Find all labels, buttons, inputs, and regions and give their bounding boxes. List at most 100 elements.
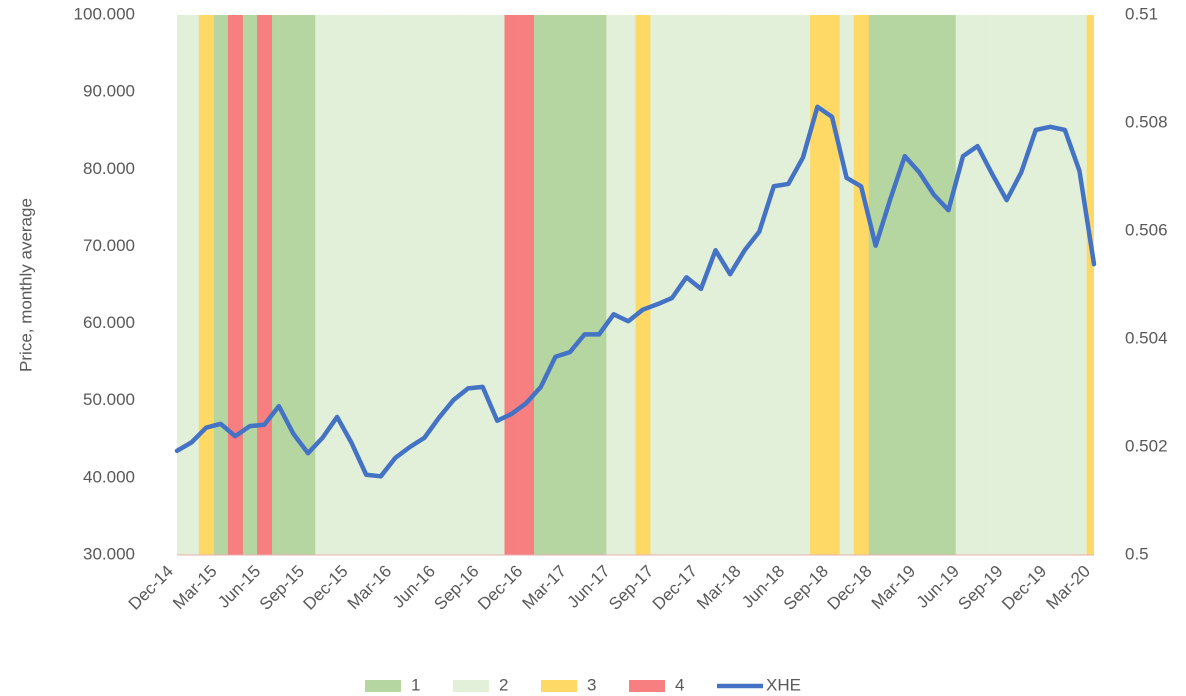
band-bar (504, 15, 520, 555)
band-bar (853, 15, 869, 555)
y-tick-label: 100.000 (74, 4, 135, 23)
band-bar (227, 15, 243, 555)
band-bar (315, 15, 331, 555)
legend-swatch (629, 680, 665, 692)
band-bar (489, 15, 505, 555)
band-bar (242, 15, 258, 555)
x-tick-label: Jun-16 (389, 562, 439, 612)
y2-tick-label: 0.504 (1125, 328, 1168, 347)
y-tick-label: 60.000 (83, 313, 135, 332)
legend-label: XHE (766, 675, 801, 694)
x-tick-label: Mar-18 (693, 562, 745, 614)
x-tick-label: Jun-18 (738, 562, 788, 612)
band-bar (708, 15, 724, 555)
x-tick-label: Sep-15 (256, 562, 308, 614)
band-bar (388, 15, 404, 555)
band-bar (577, 15, 593, 555)
legend-swatch (365, 680, 401, 692)
band-bar (635, 15, 651, 555)
y-tick-label: 50.000 (83, 390, 135, 409)
band-bar (286, 15, 302, 555)
band-bar (446, 15, 462, 555)
y-tick-label: 30.000 (83, 544, 135, 563)
band-bar (868, 15, 884, 555)
band-bar (562, 15, 578, 555)
band-bar (751, 15, 767, 555)
band-bar (1013, 15, 1029, 555)
band-bar (679, 15, 695, 555)
band-bar (591, 15, 607, 555)
legend-label: 2 (499, 675, 508, 694)
band-bar (1043, 15, 1059, 555)
y2-tick-label: 0.5 (1125, 544, 1149, 563)
x-tick-label: Mar-20 (1042, 562, 1094, 614)
band-bar (475, 15, 491, 555)
x-tick-label: Mar-15 (169, 562, 221, 614)
legend-swatch (453, 680, 489, 692)
band-bar (344, 15, 360, 555)
band-bar (664, 15, 680, 555)
band-bar (722, 15, 738, 555)
x-tick-label: Dec-18 (823, 562, 875, 614)
y2-tick-label: 0.502 (1125, 436, 1168, 455)
band-bar (882, 15, 898, 555)
y-tick-label: 90.000 (83, 82, 135, 101)
band-bar (519, 15, 535, 555)
band-bar (417, 15, 433, 555)
y2-tick-label: 0.51 (1125, 4, 1158, 23)
x-tick-label: Dec-17 (649, 562, 701, 614)
band-bar (358, 15, 374, 555)
band-bar (810, 15, 826, 555)
band-bar (737, 15, 753, 555)
legend-swatch (541, 680, 577, 692)
band-bar (970, 15, 986, 555)
band-bar (999, 15, 1015, 555)
y2-tick-label: 0.506 (1125, 220, 1168, 239)
x-tick-label: Mar-19 (868, 562, 920, 614)
y2-tick-label: 0.508 (1125, 112, 1168, 131)
band-bar (824, 15, 840, 555)
y-tick-label: 80.000 (83, 159, 135, 178)
band-bar (955, 15, 971, 555)
band-bar (781, 15, 797, 555)
band-bar (198, 15, 214, 555)
band-bar (1072, 15, 1088, 555)
band-bar (912, 15, 928, 555)
band-bar (941, 15, 957, 555)
x-tick-label: Jun-15 (214, 562, 264, 612)
band-bar (926, 15, 942, 555)
band-bar (431, 15, 447, 555)
y-tick-label: 70.000 (83, 236, 135, 255)
band-bar (257, 15, 273, 555)
band-bar (795, 15, 811, 555)
band-bar (1086, 15, 1094, 555)
band-bar (329, 15, 345, 555)
legend-label: 3 (587, 675, 596, 694)
legend-label: 1 (411, 675, 420, 694)
band-bar (213, 15, 229, 555)
band-bar (984, 15, 1000, 555)
x-tick-label: Dec-15 (299, 562, 351, 614)
band-bar (620, 15, 636, 555)
x-tick-label: Dec-19 (998, 562, 1050, 614)
band-bar (1057, 15, 1073, 555)
x-tick-label: Mar-17 (518, 562, 570, 614)
x-tick-label: Sep-18 (780, 562, 832, 614)
band-bar (184, 15, 200, 555)
x-tick-label: Sep-17 (605, 562, 657, 614)
band-bar (533, 15, 549, 555)
band-bar (402, 15, 418, 555)
band-bar (373, 15, 389, 555)
band-bar (548, 15, 564, 555)
y-axis-title: Price, monthly average (16, 198, 35, 372)
x-tick-label: Sep-16 (430, 562, 482, 614)
band-bar (766, 15, 782, 555)
band-bar (177, 15, 185, 555)
band-bar (650, 15, 666, 555)
band-bar (897, 15, 913, 555)
x-tick-label: Mar-16 (344, 562, 396, 614)
band-bar (606, 15, 622, 555)
x-tick-label: Jun-19 (913, 562, 963, 612)
band-bar (300, 15, 316, 555)
